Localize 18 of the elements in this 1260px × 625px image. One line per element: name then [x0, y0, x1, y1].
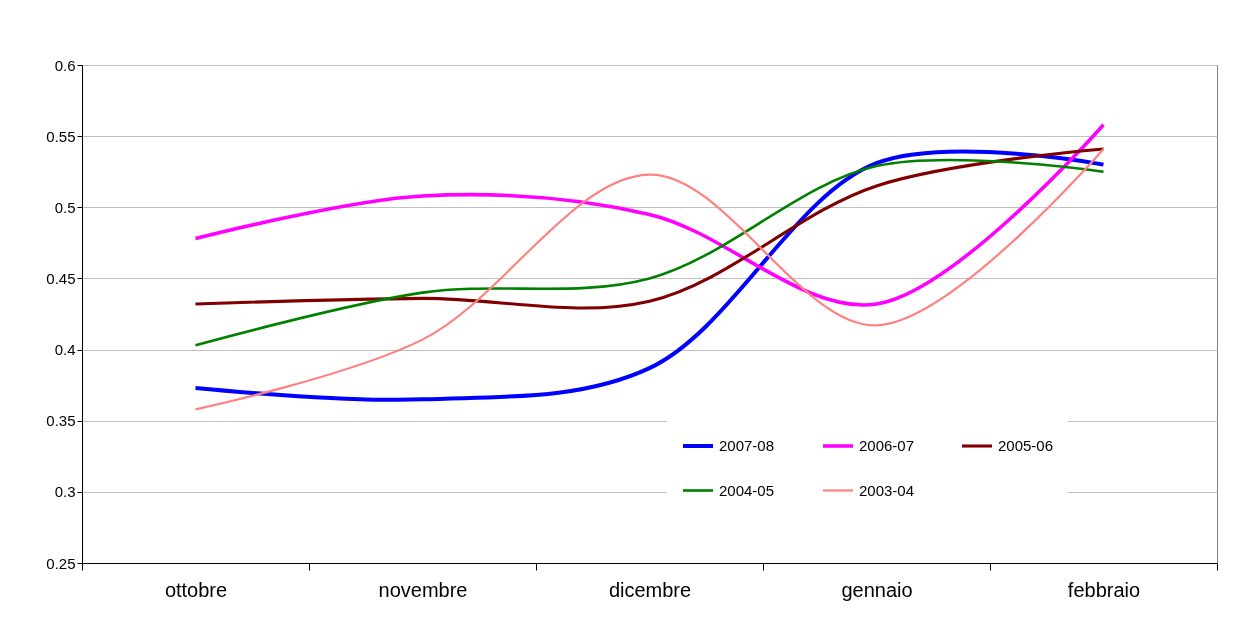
y-tick-label: 0.35 [46, 412, 76, 430]
y-tick-label: 0.4 [54, 341, 76, 359]
x-tick-label: ottobre [164, 578, 228, 601]
y-tick-label: 0.45 [46, 269, 76, 287]
y-tick-label: 0.3 [54, 483, 76, 501]
x-tick-label: novembre [378, 578, 468, 601]
legend-label: 2007-08 [719, 437, 775, 454]
y-tick-label: 0.55 [46, 127, 76, 145]
x-tick-label: dicembre [608, 578, 692, 601]
y-tick-label: 0.5 [54, 198, 76, 216]
x-tick-label: gennaio [841, 578, 913, 601]
legend-label: 2004-05 [719, 481, 775, 499]
x-tick-label: febbraio [1067, 578, 1141, 601]
legend-label: 2006-07 [859, 437, 915, 454]
legend-label: 2005-06 [998, 437, 1054, 454]
y-tick-label: 0.25 [46, 554, 76, 572]
legend-label: 2003-04 [859, 481, 915, 499]
y-tick-label: 0.6 [54, 56, 76, 74]
